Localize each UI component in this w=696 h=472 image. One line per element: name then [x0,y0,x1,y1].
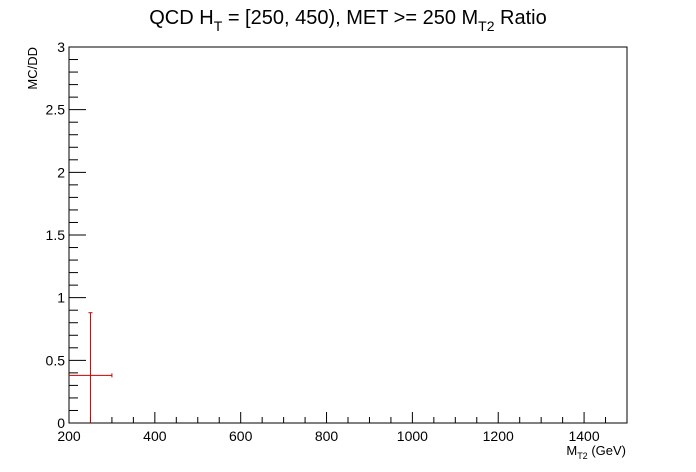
title-prefix: QCD H [149,7,213,29]
x-axis-label-main: M [566,443,577,458]
data-points [69,312,113,423]
y-axis-tick-labels: 0 0.5 1 1.5 2 2.5 3 [46,39,66,431]
title-middle-subscript: T2 [478,18,495,34]
y-tick-label: 3 [57,39,65,55]
x-tick-label: 400 [143,428,167,444]
x-tick-label: 200 [57,428,81,444]
y-tick-label: 0.5 [46,352,66,368]
x-tick-label: 1000 [397,428,428,444]
y-axis-ticks [69,46,86,424]
y-tick-label: 2.5 [46,102,66,118]
y-tick-label: 1 [57,290,65,306]
x-axis-ticks [68,412,628,423]
x-axis-tick-labels: 200 400 600 800 1000 1200 1400 [57,428,600,444]
y-axis-label: MC/DD [25,47,40,90]
y-tick-label: 1.5 [46,227,66,243]
x-axis-label-rest: (GeV) [588,443,626,458]
title-suffix: Ratio [495,7,547,29]
x-axis-label: MT2 (GeV) [566,443,626,461]
plot-frame [68,46,628,424]
chart-title: QCD HT = [250, 450), MET >= 250 MT2 Rati… [149,7,547,34]
y-tick-label: 0 [57,415,65,431]
x-axis-label-subscript: T2 [577,451,588,461]
x-tick-label: 1200 [483,428,514,444]
y-tick-label: 2 [57,164,65,180]
x-tick-label: 600 [229,428,253,444]
x-tick-label: 800 [315,428,339,444]
data-point [69,312,113,423]
title-prefix-subscript: T [214,18,223,34]
title-middle: = [250, 450), MET >= 250 M [222,7,478,29]
x-tick-label: 1400 [568,428,599,444]
